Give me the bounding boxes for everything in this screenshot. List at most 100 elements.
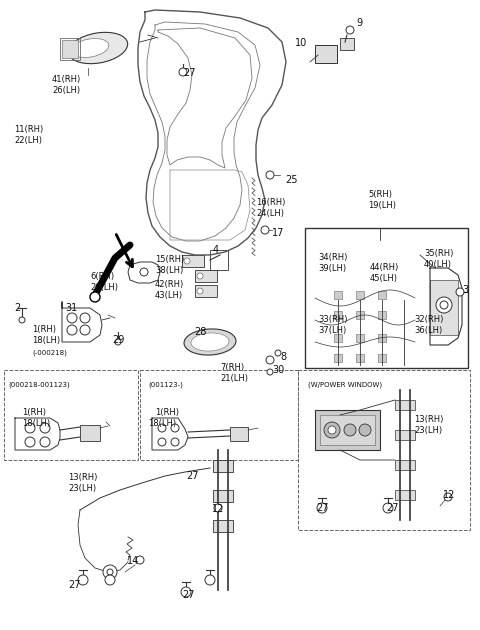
Bar <box>80 425 100 441</box>
Text: 2: 2 <box>14 303 20 313</box>
Bar <box>60 38 80 60</box>
Bar <box>213 460 233 472</box>
Text: 29: 29 <box>112 335 124 345</box>
Text: 13(RH): 13(RH) <box>68 473 97 482</box>
Text: 7(RH): 7(RH) <box>220 363 244 372</box>
Circle shape <box>25 437 35 447</box>
Text: 38(LH): 38(LH) <box>155 266 183 275</box>
Text: 15(RH): 15(RH) <box>155 255 184 264</box>
Bar <box>395 460 415 470</box>
Bar <box>356 291 364 299</box>
Circle shape <box>444 493 452 501</box>
Bar <box>378 334 386 342</box>
Text: 43(LH): 43(LH) <box>155 291 183 300</box>
Bar <box>315 410 380 450</box>
Circle shape <box>184 258 190 264</box>
Text: 26(LH): 26(LH) <box>52 86 80 95</box>
Circle shape <box>344 424 356 436</box>
Bar <box>395 400 415 410</box>
Circle shape <box>107 569 113 575</box>
Bar <box>320 415 375 445</box>
Bar <box>140 370 298 460</box>
Circle shape <box>261 226 269 234</box>
Text: 39(LH): 39(LH) <box>318 264 346 273</box>
Circle shape <box>171 438 179 446</box>
Bar <box>334 334 342 342</box>
Circle shape <box>103 565 117 579</box>
Circle shape <box>40 423 50 433</box>
Text: 44(RH): 44(RH) <box>370 263 399 272</box>
Circle shape <box>158 438 166 446</box>
Text: 9: 9 <box>356 18 362 28</box>
Text: 17: 17 <box>272 228 284 238</box>
Text: 27: 27 <box>316 503 328 513</box>
Text: 25: 25 <box>285 175 298 185</box>
Text: 3: 3 <box>462 285 468 295</box>
Bar <box>378 354 386 362</box>
Text: 18(LH): 18(LH) <box>22 419 50 428</box>
Text: 14: 14 <box>127 556 139 566</box>
Circle shape <box>324 422 340 438</box>
Text: 27: 27 <box>186 471 199 481</box>
Circle shape <box>19 317 25 323</box>
Text: 18(LH): 18(LH) <box>148 419 176 428</box>
Circle shape <box>266 356 274 364</box>
Circle shape <box>80 313 90 323</box>
Bar <box>195 270 217 282</box>
Circle shape <box>317 503 327 513</box>
Text: 20(LH): 20(LH) <box>90 283 118 292</box>
Circle shape <box>197 273 203 279</box>
Text: 16(RH): 16(RH) <box>256 198 286 207</box>
Circle shape <box>78 575 88 585</box>
Circle shape <box>214 504 222 512</box>
Circle shape <box>436 297 452 313</box>
Text: 18(LH): 18(LH) <box>32 336 60 345</box>
Text: 27: 27 <box>386 503 398 513</box>
Text: 27: 27 <box>68 580 81 590</box>
Text: 45(LH): 45(LH) <box>370 274 398 283</box>
Bar <box>62 40 78 58</box>
Circle shape <box>456 288 464 296</box>
Bar <box>334 291 342 299</box>
Bar <box>340 38 354 50</box>
Circle shape <box>266 171 274 179</box>
Circle shape <box>40 437 50 447</box>
Ellipse shape <box>68 32 128 64</box>
Text: 35(RH): 35(RH) <box>424 249 454 258</box>
Circle shape <box>440 301 448 309</box>
Text: 1(RH): 1(RH) <box>32 325 56 334</box>
Text: 13(RH): 13(RH) <box>414 415 444 424</box>
Text: 8: 8 <box>280 352 286 362</box>
Circle shape <box>267 369 273 375</box>
Text: 1(RH): 1(RH) <box>155 408 179 417</box>
Circle shape <box>90 292 100 302</box>
Text: 1(RH): 1(RH) <box>22 408 46 417</box>
Bar <box>230 427 248 441</box>
Circle shape <box>205 575 215 585</box>
Text: 33(RH): 33(RH) <box>318 315 348 324</box>
Text: 21(LH): 21(LH) <box>220 374 248 383</box>
Text: 24(LH): 24(LH) <box>256 209 284 218</box>
Bar <box>298 370 470 530</box>
Bar <box>378 291 386 299</box>
Ellipse shape <box>191 333 229 351</box>
Text: 6(RH): 6(RH) <box>90 272 114 281</box>
Text: (-000218): (-000218) <box>32 349 67 355</box>
Circle shape <box>80 325 90 335</box>
Circle shape <box>328 426 336 434</box>
Bar <box>315 45 337 63</box>
Circle shape <box>115 339 121 345</box>
Bar <box>305 228 468 368</box>
Circle shape <box>105 575 115 585</box>
Text: 11(RH): 11(RH) <box>14 125 43 134</box>
Circle shape <box>179 68 187 76</box>
Bar <box>210 250 228 270</box>
Text: 31: 31 <box>65 303 77 313</box>
Circle shape <box>197 288 203 294</box>
Text: 27: 27 <box>183 68 195 78</box>
Bar <box>378 311 386 319</box>
Circle shape <box>67 313 77 323</box>
Text: 5(RH): 5(RH) <box>368 190 392 199</box>
Bar <box>213 490 233 502</box>
Circle shape <box>181 587 191 597</box>
